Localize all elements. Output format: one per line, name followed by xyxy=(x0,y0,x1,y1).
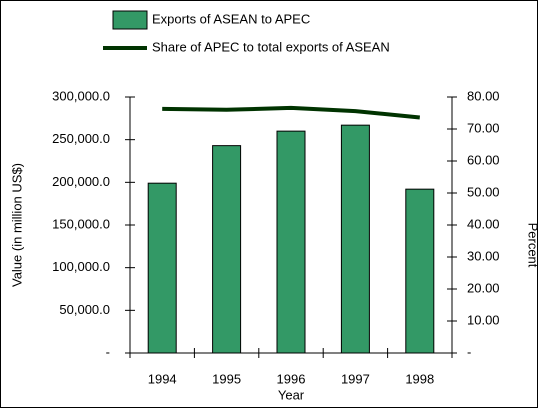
y2-tick-label: 70.00 xyxy=(467,120,500,135)
bar xyxy=(212,145,242,354)
y-tick-label: 150,000.0 xyxy=(52,216,110,231)
y2-tick-label: 50.00 xyxy=(467,184,500,199)
line-series xyxy=(162,105,420,120)
y2-tick-label: 20.00 xyxy=(467,280,500,295)
x-tick-label: 1995 xyxy=(212,371,241,386)
y-tick-label: 300,000.0 xyxy=(52,88,110,103)
y-tick-label: 100,000.0 xyxy=(52,259,110,274)
y-axis-title: Value (in million US$) xyxy=(9,163,24,287)
legend-swatch xyxy=(112,10,148,30)
y-tick-label: 50,000.0 xyxy=(59,302,110,317)
bar xyxy=(340,124,370,354)
bar xyxy=(405,188,435,354)
y2-axis-title: Percent xyxy=(526,223,538,268)
x-tick-label: 1997 xyxy=(341,371,370,386)
x-tick-label: 1998 xyxy=(405,371,434,386)
y2-tick-label: - xyxy=(467,344,471,359)
y2-tick-label: 40.00 xyxy=(467,216,500,231)
bar xyxy=(276,130,306,354)
y2-tick-label: 60.00 xyxy=(467,152,500,167)
y2-tick-label: 80.00 xyxy=(467,88,500,103)
y-tick-label: 200,000.0 xyxy=(52,174,110,189)
x-axis-title: Year xyxy=(278,387,305,402)
y-tick-label: - xyxy=(106,344,110,359)
x-tick-label: 1994 xyxy=(148,371,177,386)
x-tick-label: 1996 xyxy=(277,371,306,386)
y2-tick-label: 10.00 xyxy=(467,312,500,327)
legend-label: Exports of ASEAN to APEC xyxy=(152,11,310,26)
bar xyxy=(147,182,177,354)
legend-label: Share of APEC to total exports of ASEAN xyxy=(152,39,390,54)
y-tick-label: 250,000.0 xyxy=(52,131,110,146)
y2-tick-label: 30.00 xyxy=(467,248,500,263)
